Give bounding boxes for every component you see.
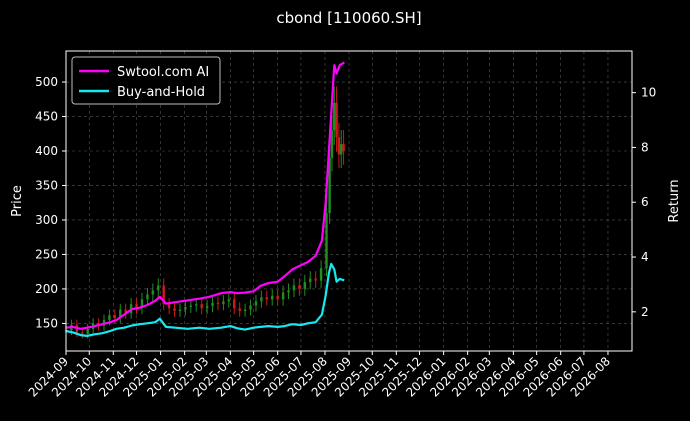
candle-body <box>254 301 258 306</box>
candle-body <box>309 278 312 283</box>
y-tick-label: 350 <box>35 178 58 192</box>
candle-body <box>260 297 263 302</box>
y-tick-label: 200 <box>35 282 58 296</box>
candle-body <box>113 315 117 318</box>
candle-body <box>249 305 252 310</box>
y2-tick-label: 6 <box>641 195 649 209</box>
candle-body <box>146 294 149 300</box>
candle-body <box>205 306 209 309</box>
candle-body <box>233 299 236 309</box>
candle-body <box>189 305 193 307</box>
y2-tick-label: 2 <box>641 305 649 319</box>
candle-body <box>195 304 198 306</box>
candle-body <box>124 309 127 314</box>
y2-tick-label: 4 <box>641 250 649 264</box>
candle-body <box>157 285 160 291</box>
candle-body <box>292 285 296 291</box>
y-tick-label: 500 <box>35 75 58 89</box>
candle-body <box>200 304 203 309</box>
candle-body <box>184 306 187 310</box>
y-axis-label: Price <box>10 185 25 217</box>
candle-body <box>227 299 231 302</box>
candle-body <box>265 297 269 300</box>
candle-body <box>243 309 247 311</box>
candle-body <box>314 278 317 281</box>
candle-body <box>330 130 334 158</box>
legend: Swtool.com AI Buy-and-Hold <box>71 56 221 105</box>
y2-tick-label: 8 <box>641 140 649 154</box>
series-line-0 <box>65 61 345 330</box>
candle-body <box>216 302 220 305</box>
candle-body <box>140 299 144 309</box>
candle-body <box>162 285 165 305</box>
candle-body <box>303 282 307 289</box>
candle-body <box>167 304 171 309</box>
legend-label-1: Buy-and-Hold <box>117 85 205 100</box>
candle-body <box>271 295 274 300</box>
y-tick-label: 300 <box>35 213 58 227</box>
candle-body <box>211 302 214 307</box>
candle-body <box>108 315 111 320</box>
candle-body <box>342 144 345 151</box>
candle-body <box>298 285 301 289</box>
y-tick-label: 150 <box>35 316 58 330</box>
candle-body <box>337 137 341 155</box>
candle-body <box>135 304 138 309</box>
right-axis: 2 4 6 8 10 <box>632 86 656 319</box>
candle-body <box>222 301 225 305</box>
candle-body <box>238 308 241 311</box>
legend-label-0: Swtool.com AI <box>117 65 209 80</box>
series-line-1 <box>65 262 345 337</box>
candle-body <box>319 268 323 281</box>
y-tick-label: 250 <box>35 247 58 261</box>
candle-body <box>173 308 176 311</box>
y-tick-label: 400 <box>35 144 58 158</box>
chart-title: cbond [110060.SH] <box>276 9 421 27</box>
candle-body <box>328 157 331 214</box>
candle-body <box>86 328 89 334</box>
candle-body <box>281 292 285 300</box>
y-tick-label: 450 <box>35 110 58 124</box>
series-lines <box>65 61 345 337</box>
candle-body <box>335 102 338 138</box>
y2-axis-label: Return <box>667 179 682 222</box>
candle-body <box>333 102 336 131</box>
candle-body <box>119 309 122 318</box>
candle-body <box>325 213 328 269</box>
candle-body <box>287 290 290 293</box>
candle-body <box>276 295 279 300</box>
candle-body <box>178 309 182 311</box>
candle-body <box>81 332 84 334</box>
candle-body <box>340 144 343 155</box>
y2-tick-label: 10 <box>641 86 656 100</box>
left-axis: 150 200 250 300 350 400 450 500 <box>35 75 66 330</box>
candle-body <box>151 290 155 295</box>
